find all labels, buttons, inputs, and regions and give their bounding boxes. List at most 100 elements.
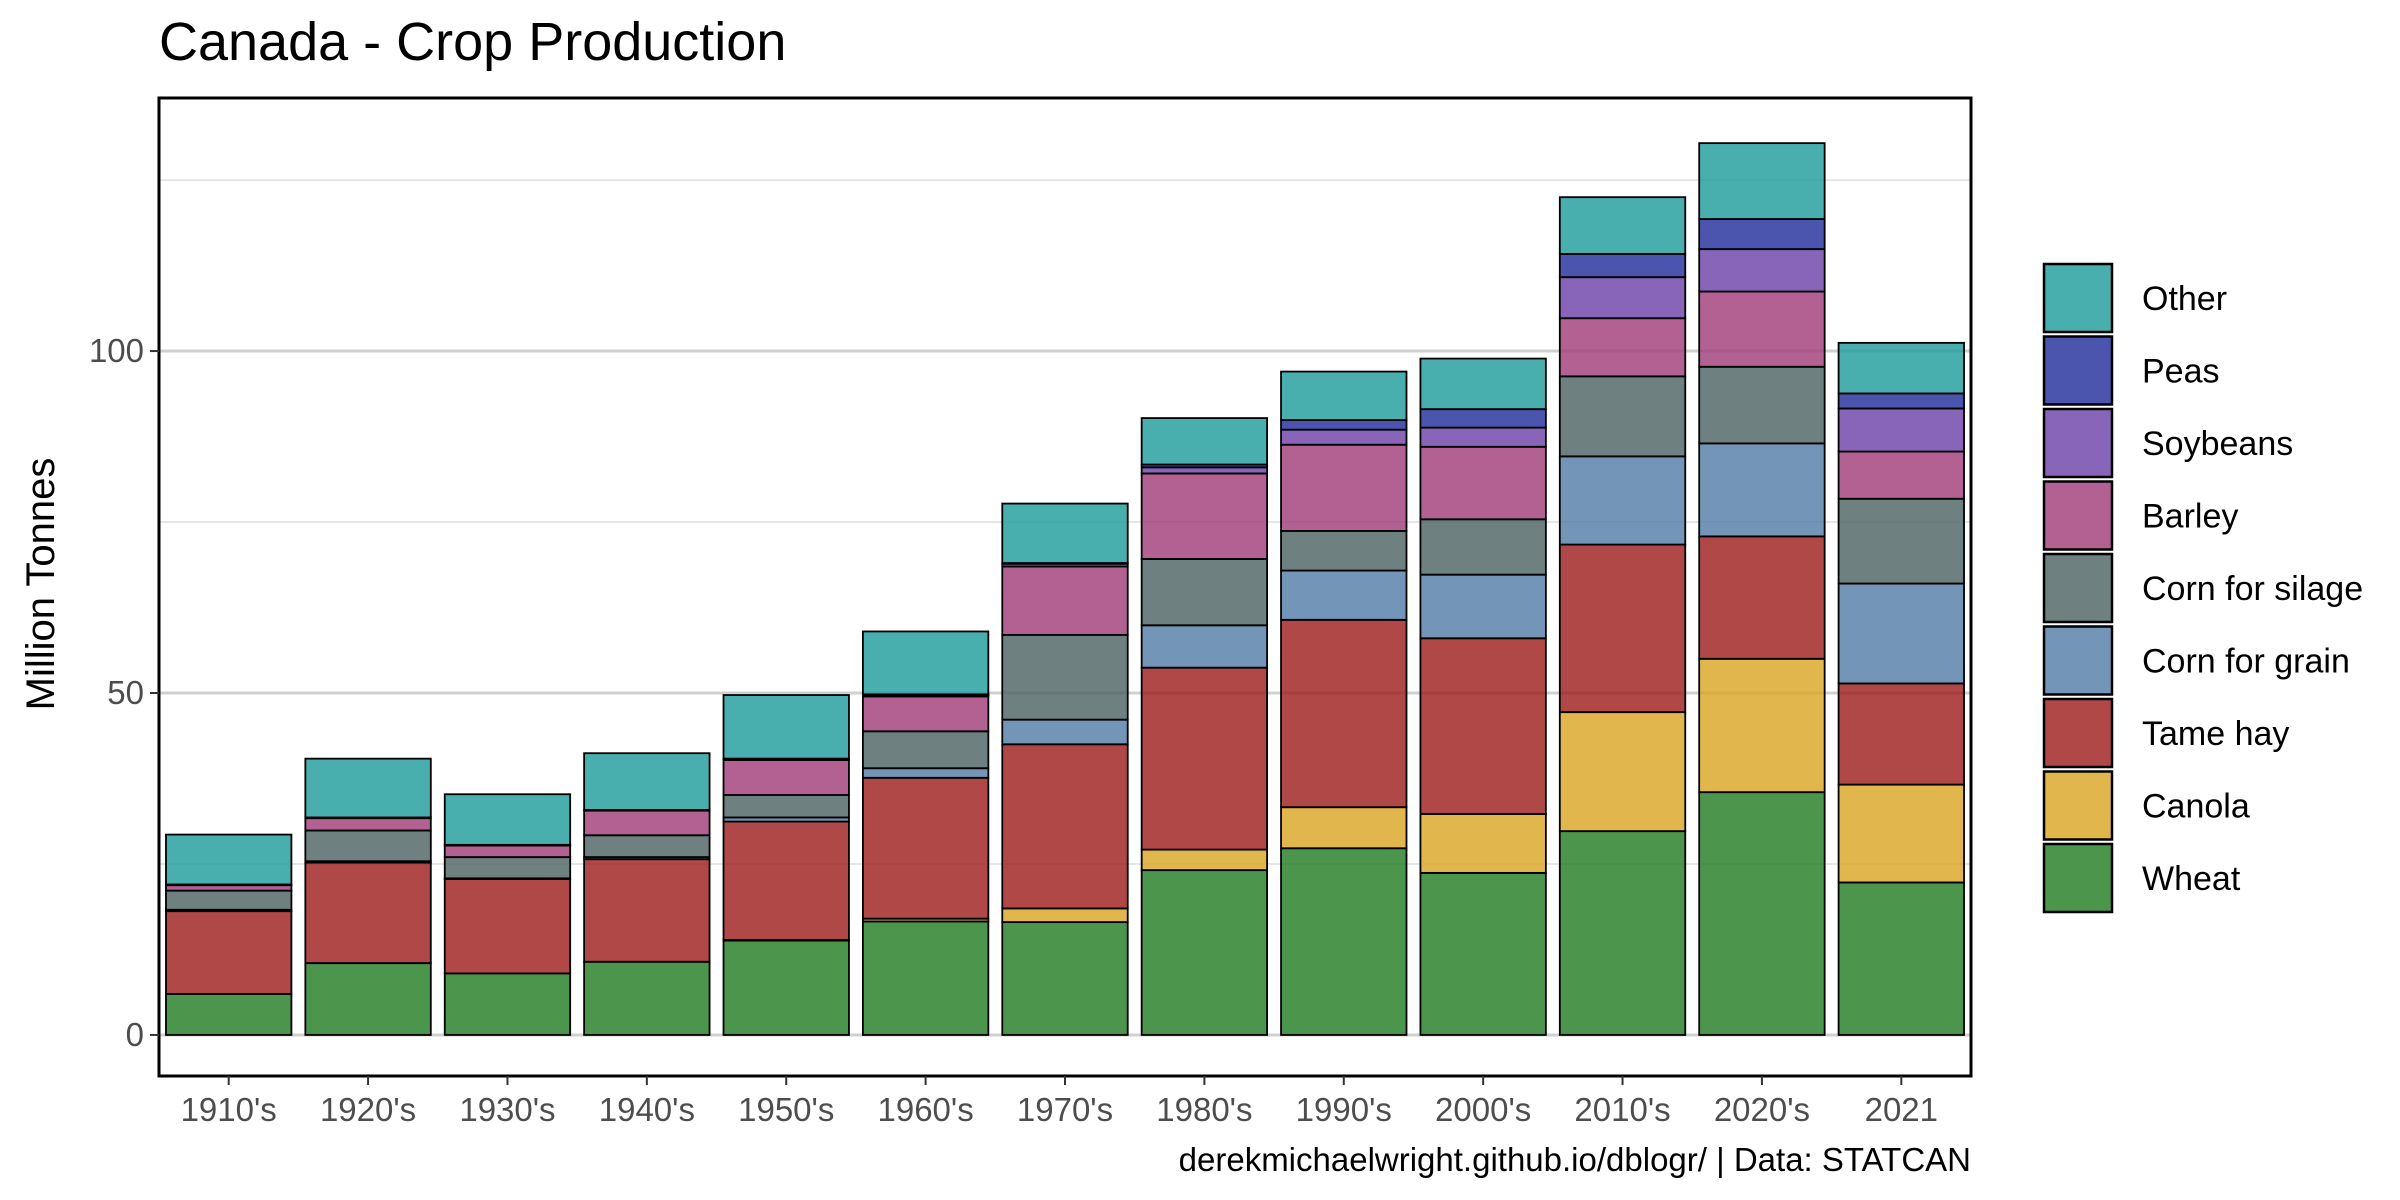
bar-stack-2021	[1837, 341, 1965, 1036]
bar-segment-soybeans	[1698, 248, 1826, 293]
legend-label: Wheat	[2142, 860, 2241, 898]
bar-segment-tame-hay	[1140, 666, 1269, 851]
bar-segment-other	[1419, 357, 1547, 411]
legend-label: Tame hay	[2142, 715, 2289, 753]
bar-segment-other	[583, 752, 711, 811]
bar-segment-barley	[1558, 317, 1687, 378]
legend-key	[2042, 770, 2114, 841]
legend-item-other: Other	[2042, 262, 2227, 334]
bar-segment-other	[1140, 417, 1269, 466]
x-axis: 1910's 1920's 1930's 1940's 1950's 1960's 1970…	[181, 1076, 1938, 1128]
legend-label: Other	[2142, 280, 2227, 318]
bar-segment-corn-for-grain	[1001, 718, 1129, 746]
bar-segment-tame-hay	[722, 820, 850, 941]
bar-segment-other	[861, 630, 990, 696]
bar-segment-other	[1558, 196, 1687, 255]
bar-segment-barley	[722, 759, 850, 796]
legend: Other Peas Soybeans Barley Corn for silage Co…	[2042, 262, 2363, 914]
bar-segment-corn-for-grain	[1280, 569, 1408, 621]
bar-stack-1990-s	[1280, 370, 1408, 1036]
legend-item-tame-hay: Tame hay	[2042, 697, 2289, 769]
chart-caption: derekmichaelwright.github.io/dblogr/ | D…	[1179, 1141, 1971, 1178]
bar-segment-soybeans	[1837, 407, 1965, 453]
bar-segment-soybeans	[1419, 426, 1547, 448]
bar-segment-tame-hay	[1698, 535, 1826, 660]
legend-key	[2042, 625, 2114, 696]
x-tick-label: 2010's	[1574, 1091, 1670, 1128]
legend-label: Corn for silage	[2142, 570, 2363, 608]
legend-key	[2042, 552, 2114, 624]
bar-segment-other	[165, 833, 293, 886]
bar-segment-canola	[1698, 657, 1826, 794]
x-tick-label: 1990's	[1296, 1091, 1392, 1128]
bar-segment-wheat	[583, 960, 711, 1036]
legend-item-corn-for-silage: Corn for silage	[2042, 552, 2363, 624]
bar-stack-1960-s	[861, 630, 990, 1036]
bar-segment-tame-hay	[1558, 543, 1687, 714]
bar-segment-wheat	[1001, 921, 1129, 1036]
x-tick-label: 2020's	[1714, 1091, 1810, 1128]
bar-segment-tame-hay	[1001, 743, 1129, 910]
legend-key	[2042, 697, 2114, 769]
x-tick-label: 1960's	[878, 1091, 974, 1128]
x-tick-label: 1940's	[599, 1091, 695, 1128]
bar-stack-1950-s	[722, 694, 850, 1036]
bar-segment-barley	[1280, 443, 1408, 532]
bar-segment-canola	[1419, 813, 1547, 874]
legend-label: Barley	[2142, 498, 2238, 536]
bar-segment-corn-for-silage	[1001, 633, 1129, 721]
bar-segment-corn-for-grain	[1419, 573, 1547, 640]
bar-segment-wheat	[1837, 881, 1965, 1036]
bar-segment-wheat	[304, 962, 432, 1036]
bar-stack-1910-s	[165, 833, 293, 1036]
legend-item-canola: Canola	[2042, 770, 2250, 841]
bar-stack-2010-s	[1558, 196, 1687, 1036]
bar-segment-canola	[1837, 783, 1965, 884]
y-tick-label: 0	[126, 1016, 144, 1053]
bar-segment-wheat	[1558, 830, 1687, 1036]
legend-item-peas: Peas	[2042, 335, 2220, 406]
bar-segment-wheat	[1698, 791, 1826, 1036]
y-axis: 0 50 100	[89, 332, 159, 1053]
bar-segment-tame-hay	[1837, 682, 1965, 786]
bar-segment-tame-hay	[304, 861, 432, 965]
x-tick-label: 2021	[1865, 1091, 1938, 1128]
bar-segment-wheat	[165, 993, 293, 1036]
bar-stack-2020-s	[1698, 142, 1826, 1036]
bar-segment-corn-for-silage	[722, 794, 850, 819]
bar-segment-barley	[1419, 445, 1547, 521]
bar-segment-soybeans	[1558, 276, 1687, 320]
legend-label: Canola	[2142, 788, 2250, 826]
bar-segment-wheat	[861, 920, 990, 1036]
bar-segment-corn-for-silage	[1419, 518, 1547, 576]
x-tick-label: 1930's	[459, 1091, 555, 1128]
legend-label: Peas	[2142, 353, 2220, 391]
legend-key	[2042, 480, 2114, 551]
bar-segment-wheat	[722, 939, 850, 1036]
x-tick-label: 1910's	[181, 1091, 277, 1128]
bar-segment-other	[722, 694, 850, 760]
bar-segment-tame-hay	[1419, 637, 1547, 815]
bar-segment-barley	[1001, 565, 1129, 636]
legend-label: Corn for grain	[2142, 643, 2350, 681]
bar-segment-soybeans	[1140, 466, 1269, 475]
bar-stack-2000-s	[1419, 357, 1547, 1036]
bar-segment-wheat	[1419, 871, 1547, 1036]
legend-key	[2042, 407, 2114, 479]
bar-segment-peas	[1280, 419, 1408, 431]
bar-segment-barley	[583, 809, 711, 837]
legend-key	[2042, 335, 2114, 406]
bar-segment-wheat	[443, 972, 572, 1036]
x-tick-label: 2000's	[1435, 1091, 1531, 1128]
legend-key	[2042, 842, 2114, 914]
bar-segment-other	[1698, 142, 1826, 220]
chart-title: Canada - Crop Production	[159, 12, 786, 72]
bar-segment-tame-hay	[443, 878, 572, 975]
bar-segment-corn-for-silage	[165, 889, 293, 911]
bar-segment-corn-for-silage	[443, 856, 572, 880]
y-tick-label: 50	[107, 674, 144, 711]
x-tick-label: 1970's	[1017, 1091, 1113, 1128]
bar-segment-peas	[1698, 218, 1826, 251]
bar-segment-corn-for-silage	[304, 829, 432, 863]
legend-item-corn-for-grain: Corn for grain	[2042, 625, 2350, 696]
